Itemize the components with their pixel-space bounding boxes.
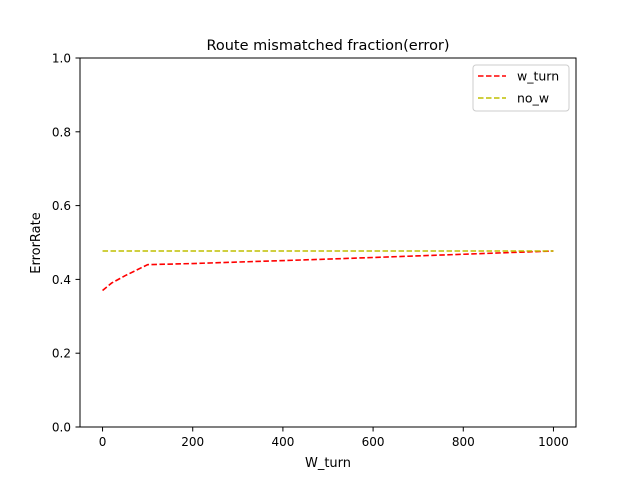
chart-title: Route mismatched fraction(error) (206, 38, 449, 54)
x-tick-label: 200 (181, 435, 204, 449)
y-tick-label: 0.6 (52, 199, 71, 213)
x-tick-label: 1000 (538, 435, 569, 449)
y-tick-label: 0.8 (52, 125, 71, 139)
x-axis-ticks: 0 200 400 600 800 1000 (99, 427, 569, 449)
plot-area-frame (79, 57, 577, 428)
x-tick-label: 400 (271, 435, 294, 449)
x-tick-label: 0 (99, 435, 107, 449)
x-tick-label: 600 (362, 435, 385, 449)
y-tick-label: 0.4 (52, 273, 71, 287)
series-line-w-turn (102, 250, 554, 292)
legend-label-no-w: no_w (517, 91, 549, 106)
y-axis-label: ErrorRate (29, 212, 44, 274)
y-tick-label: 0.0 (52, 421, 71, 435)
series-layer (102, 250, 554, 292)
legend-label-w-turn: w_turn (517, 69, 559, 84)
legend: w_turn no_w (472, 64, 570, 112)
x-axis-label: W_turn (305, 456, 351, 471)
y-tick-label: 0.2 (52, 347, 71, 361)
x-tick-label: 800 (452, 435, 475, 449)
y-tick-label: 1.0 (52, 52, 71, 66)
y-axis-ticks: 0.0 0.2 0.4 0.6 0.8 1.0 (52, 52, 80, 435)
